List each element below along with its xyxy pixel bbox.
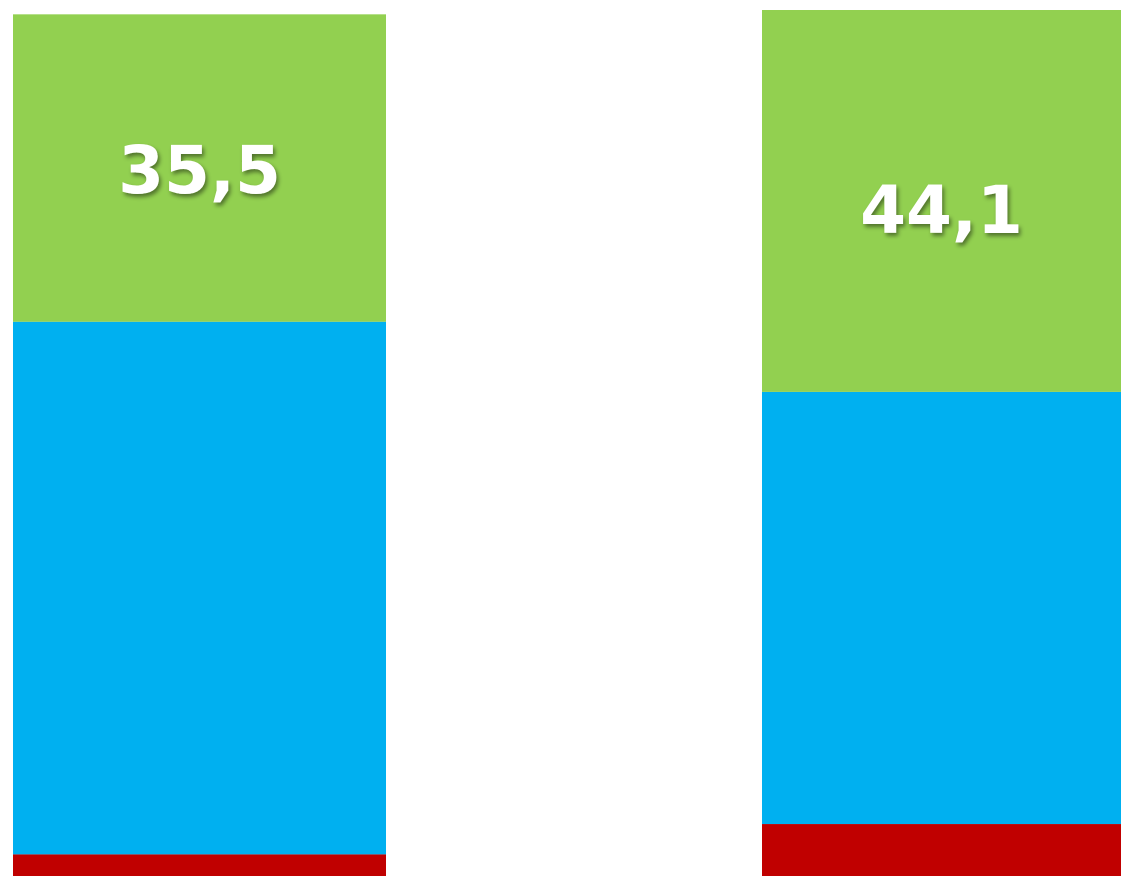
bar-segment-s2-c0 xyxy=(13,14,386,322)
data-label-s2-c0: 35,5 xyxy=(118,132,281,209)
bar-segment-s1-c0 xyxy=(13,321,386,855)
bar-segment-s0-c1 xyxy=(762,824,1121,876)
bar-segment-s2-c1 xyxy=(762,10,1121,392)
data-label-s2-c1: 44,1 xyxy=(860,172,1023,249)
bar-segment-s0-c0 xyxy=(13,854,386,876)
bar-segment-s1-c1 xyxy=(762,391,1121,825)
